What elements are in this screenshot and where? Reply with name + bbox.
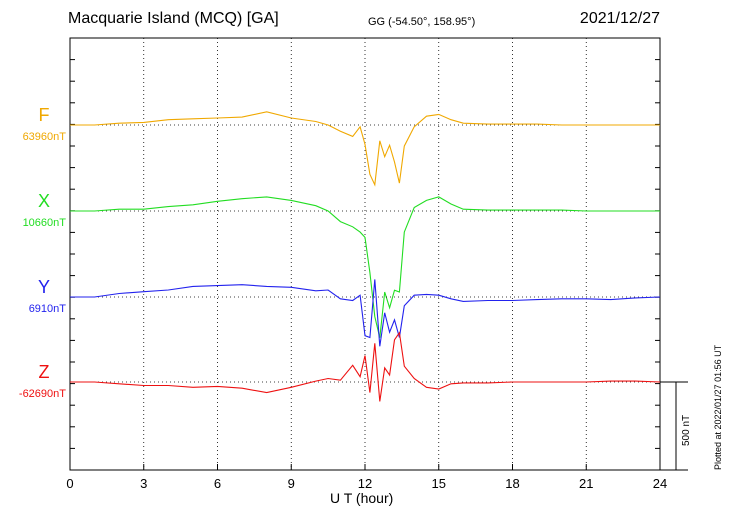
x-tick-label: 9: [288, 476, 295, 491]
series-line-y: [70, 279, 661, 347]
x-axis-label: U T (hour): [330, 490, 394, 506]
scale-bar-label: 500 nT: [681, 414, 692, 446]
x-tick-label: 21: [579, 476, 593, 491]
series-label-y: Y: [37, 277, 50, 297]
x-tick-label: 24: [653, 476, 667, 491]
chart-date: 2021/12/27: [579, 10, 660, 27]
chart-title: Macquarie Island (MCQ) [GA]: [68, 10, 279, 27]
x-tick-label: 6: [214, 476, 221, 491]
x-tick-label: 3: [140, 476, 147, 491]
series-baseline-x: 10660nT: [22, 217, 66, 229]
x-tick-label: 15: [432, 476, 446, 491]
series-label-x: X: [37, 191, 50, 211]
x-tick-label: 18: [505, 476, 519, 491]
series-label-f: F: [38, 105, 50, 125]
plotted-timestamp: Plotted at 2022/01/27 01:56 UT: [713, 344, 723, 470]
series-label-z: Z: [38, 362, 50, 382]
series-line-z: [70, 331, 661, 402]
series-line-x: [70, 196, 660, 338]
x-tick-label: 12: [358, 476, 372, 491]
series-baseline-z: -62690nT: [18, 388, 66, 400]
series-baseline-y: 6910nT: [28, 303, 66, 315]
x-tick-label: 0: [66, 476, 73, 491]
series-baseline-f: 63960nT: [22, 131, 66, 143]
station-coordinates: GG (-54.50°, 158.95°): [368, 16, 476, 28]
series-line-f: [70, 111, 660, 187]
